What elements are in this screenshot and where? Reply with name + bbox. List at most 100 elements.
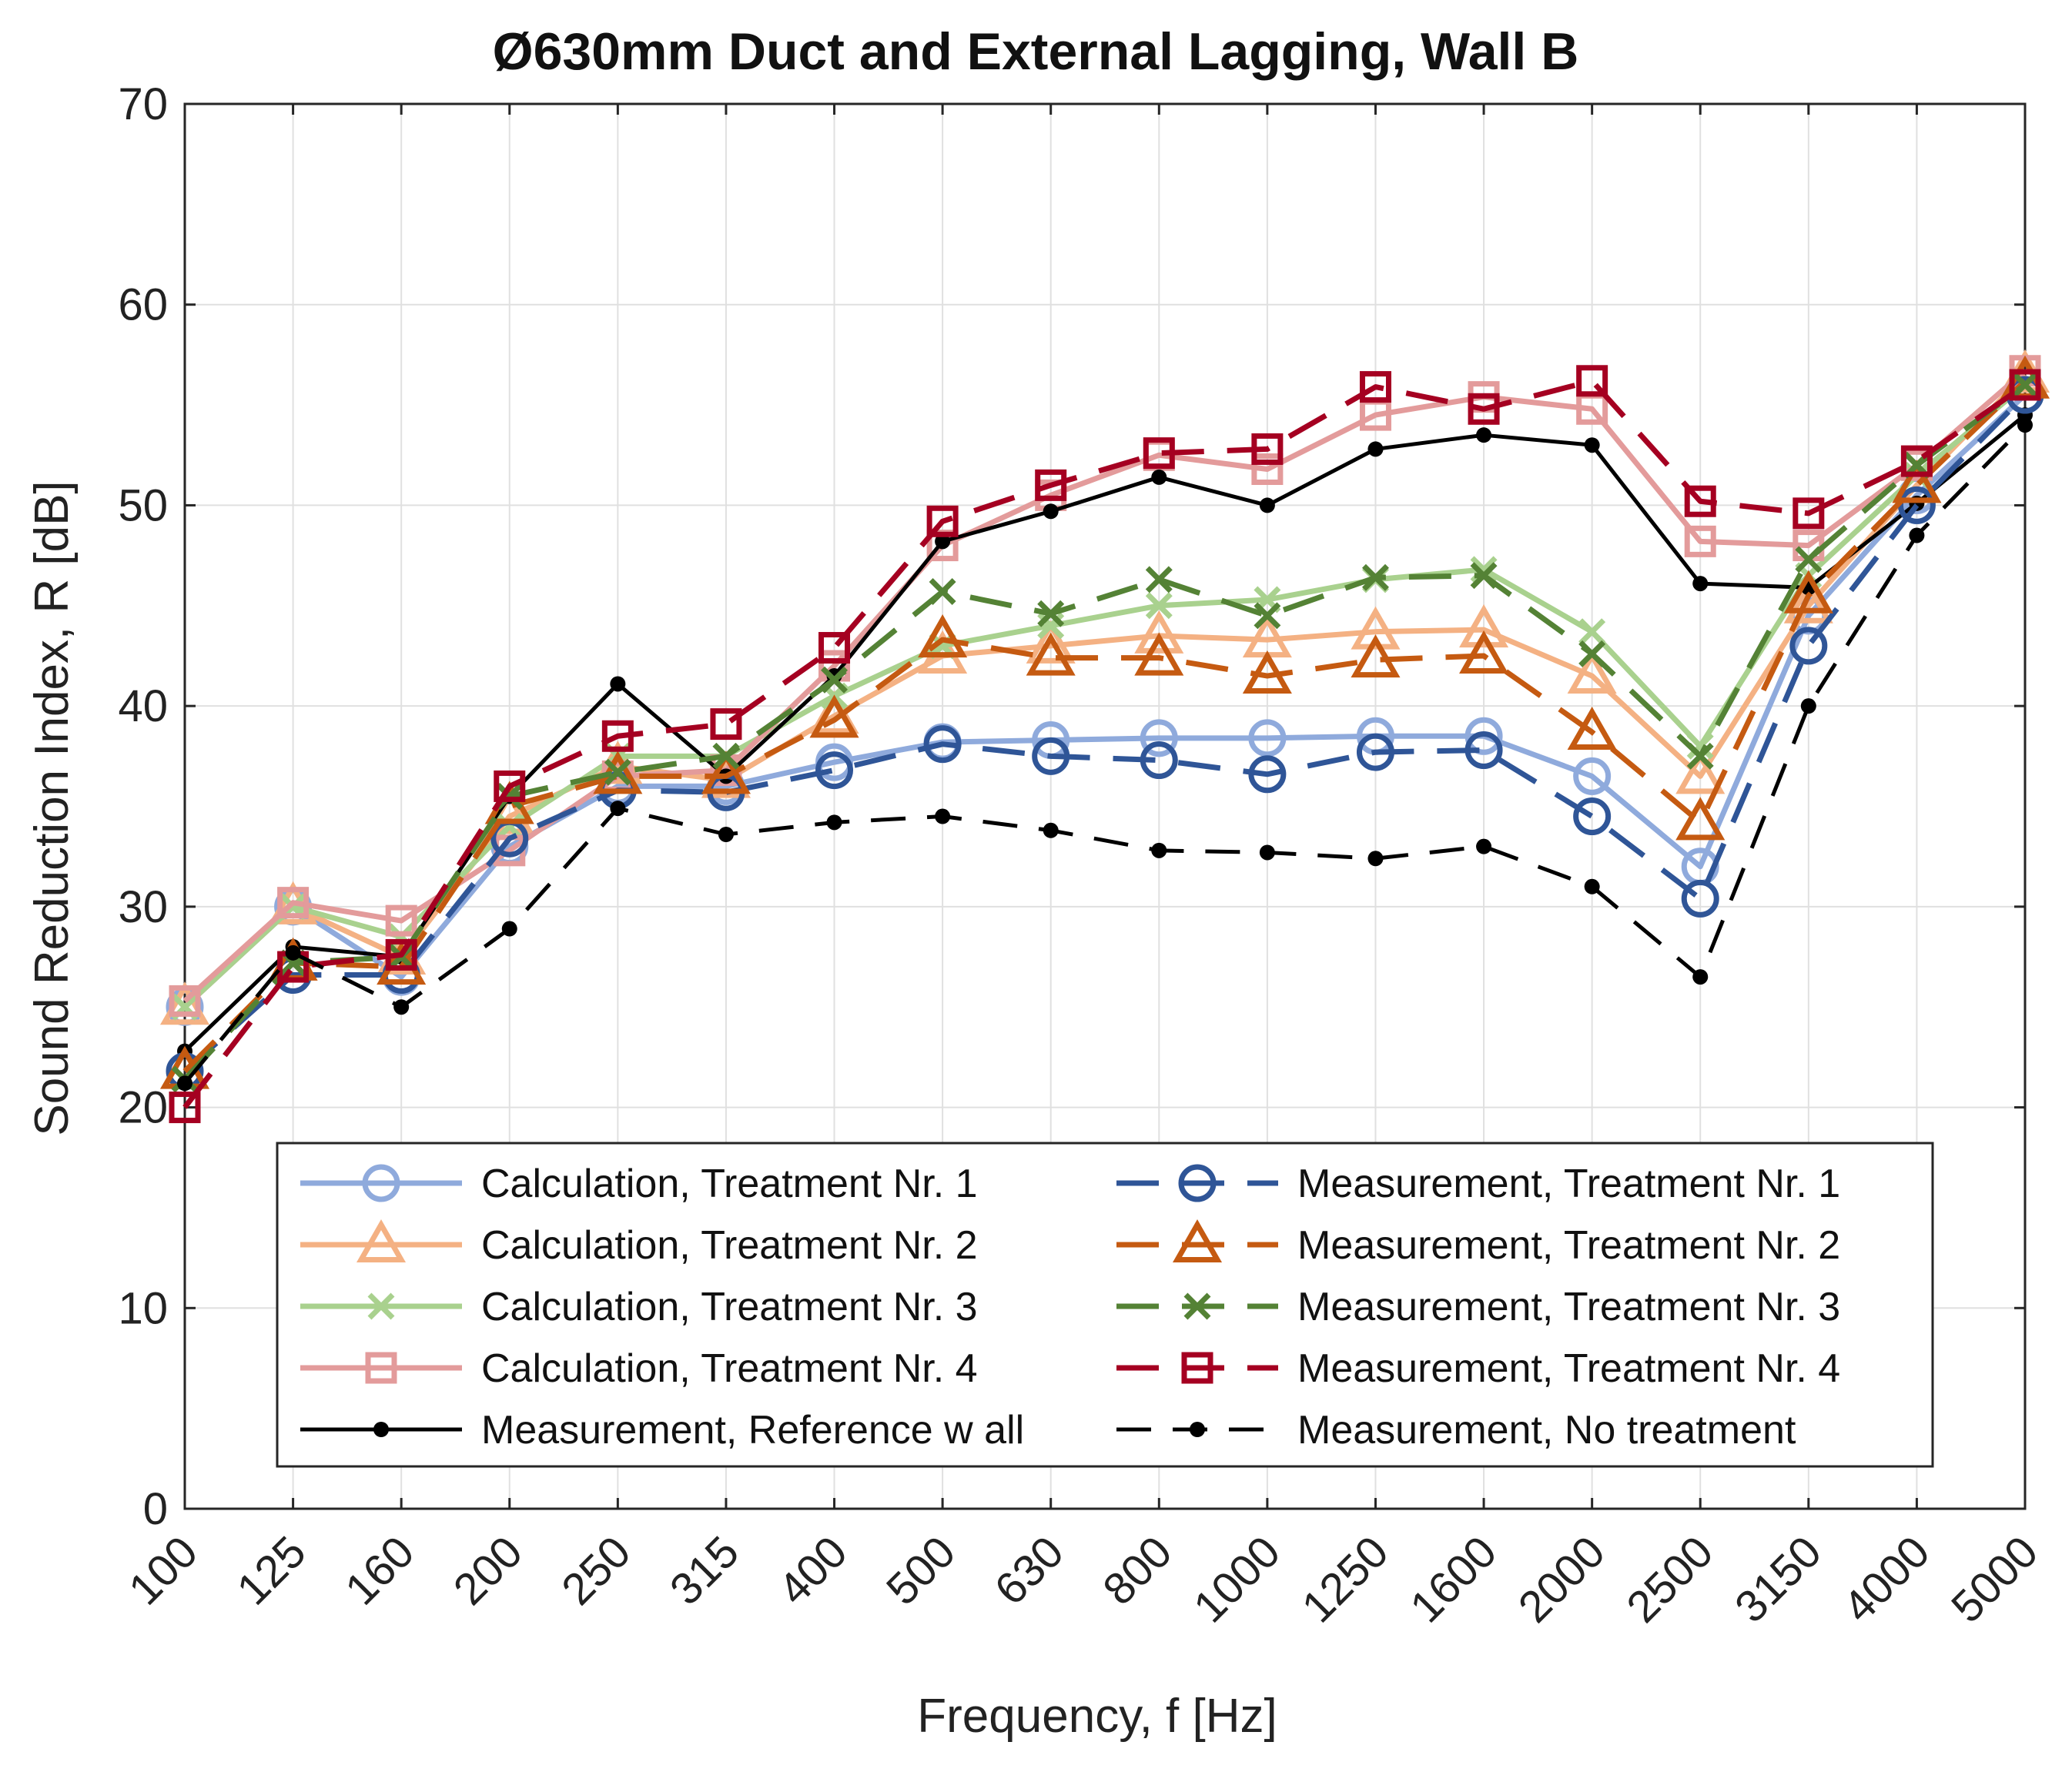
legend-swatch-marker [373,1422,389,1437]
legend-label: Measurement, Treatment Nr. 4 [1297,1346,1840,1391]
data-point [1140,719,1178,757]
legend-label: Measurement, Treatment Nr. 3 [1297,1285,1840,1329]
data-point [1795,546,1823,573]
data-point [1584,437,1600,453]
data-point [2009,369,2041,401]
data-point [701,751,751,794]
data-point [169,1092,201,1124]
data-point [1145,566,1173,593]
series-line [182,378,2027,1109]
series-line [182,393,2027,1009]
data-point [1140,741,1178,780]
series-line [182,379,2027,1074]
y-tick-label: 30 [118,882,168,932]
data-point [1800,698,1816,714]
data-point [1476,427,1492,443]
legend-label: Calculation, Treatment Nr. 3 [481,1285,978,1329]
legend-item: Calculation, Treatment Nr. 3 [300,1285,978,1329]
data-point [1792,497,1825,530]
data-point [1043,822,1059,838]
data-point [2011,371,2039,399]
data-point [1675,751,1726,794]
legend-swatch-marker [1183,1292,1211,1320]
y-axis-label: Sound Reduction Index, R [dB] [25,480,79,1135]
data-point [1259,497,1275,513]
data-point [1686,732,1714,760]
data-point [1789,627,1828,665]
data-point [1684,525,1716,557]
data-point [610,801,626,817]
y-tick-label: 70 [118,79,168,129]
data-point [1351,634,1401,678]
data-point [1576,365,1608,397]
data-point [1459,630,1509,674]
series-line [182,383,2027,1009]
legend-item: Measurement, Reference w all [300,1408,1024,1453]
y-tick-label: 40 [118,681,168,731]
data-point [1254,602,1281,630]
data-point [1026,632,1076,676]
data-point [1248,719,1287,757]
legend-swatch-marker [362,1164,400,1202]
data-point [1459,604,1509,648]
data-point [1578,618,1606,646]
legend-item: Calculation, Treatment Nr. 2 [300,1219,978,1268]
data-point [1692,969,1709,985]
data-point [1468,393,1500,425]
legend-swatch-marker [356,1219,407,1262]
data-point [1584,878,1600,894]
legend-swatch-marker [1178,1164,1217,1202]
data-point [935,533,951,550]
series-measurement-no-treatment [177,417,2033,1092]
data-point [826,814,842,831]
data-point [1573,797,1612,836]
y-tick-label: 60 [118,280,168,330]
data-point [285,945,301,961]
chart-title: Ø630mm Duct and External Lagging, Wall B [493,22,1579,81]
y-tick-label: 0 [143,1484,168,1534]
legend-label: Measurement, Treatment Nr. 2 [1297,1223,1840,1268]
data-point [277,887,310,919]
legend-label: Calculation, Treatment Nr. 2 [481,1223,978,1268]
data-point [604,758,631,786]
data-point [1692,576,1709,592]
data-point [918,614,968,658]
data-point [1909,527,1925,543]
data-point [712,742,740,770]
data-point [718,827,734,842]
data-point [1151,842,1167,858]
data-point [923,725,962,764]
data-point [1783,570,1833,614]
data-point [809,694,859,738]
data-point [1359,371,1391,403]
data-point [1464,731,1503,769]
data-point [177,1075,192,1092]
legend-label: Measurement, Reference w all [481,1408,1024,1453]
data-point [1892,460,1942,503]
data-point [385,938,417,971]
data-point [1251,433,1284,465]
data-point [1476,838,1492,854]
legend-item: Measurement, Treatment Nr. 3 [1116,1285,1840,1329]
y-tick-label: 10 [118,1283,168,1333]
data-point [1145,592,1173,620]
data-point [935,808,951,824]
legend: Calculation, Treatment Nr. 1 Measurement,… [276,1142,1934,1468]
data-point [1464,717,1503,755]
legend-item: Measurement, Treatment Nr. 4 [1116,1346,1840,1391]
data-point [393,999,410,1015]
legend-swatch-marker [365,1352,397,1384]
legend-item: Measurement, No treatment [1116,1408,1796,1453]
data-point [601,720,634,752]
data-point [169,985,201,1017]
data-point [821,666,849,694]
series-line [182,383,2027,1082]
legend-box [276,1142,1934,1468]
legend-swatch-marker [1181,1352,1213,1384]
data-point [610,676,626,692]
data-point [1900,445,1933,477]
data-point [1248,755,1287,794]
data-point [929,578,956,606]
